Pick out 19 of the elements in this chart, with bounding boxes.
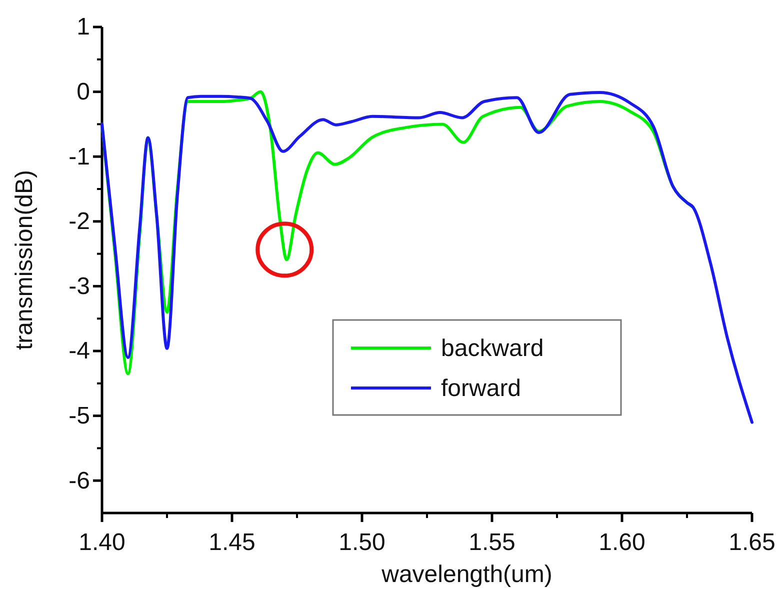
x-tick-label: 1.45: [208, 529, 256, 556]
y-tick-label: 1: [76, 14, 90, 41]
x-tick-label: 1.55: [468, 529, 516, 556]
y-tick-label: 0: [76, 78, 90, 106]
x-tick-label: 1.40: [78, 529, 126, 556]
x-tick-label: 1.50: [338, 529, 386, 556]
y-tick-label: -4: [68, 338, 90, 365]
y-tick-label: -6: [68, 467, 90, 494]
y-tick-label: -3: [68, 272, 90, 300]
y-tick-label: -2: [68, 208, 90, 236]
y-tick-label: -5: [68, 402, 90, 430]
x-tick-label: 1.60: [598, 529, 646, 556]
legend-label: forward: [441, 375, 522, 402]
y-tick-label: -1: [68, 143, 90, 170]
x-tick-label: 1.65: [728, 529, 776, 556]
y-axis-title: transmission(dB): [11, 170, 38, 350]
legend-label: backward: [441, 335, 544, 362]
line-series: [100, 90, 754, 424]
x-axis-title: wavelength(um): [380, 561, 552, 588]
